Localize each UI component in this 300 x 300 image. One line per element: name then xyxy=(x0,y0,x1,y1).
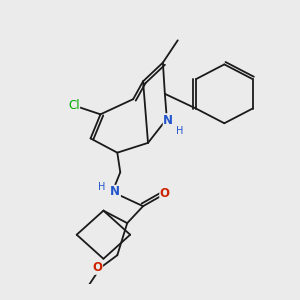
Text: O: O xyxy=(92,261,103,274)
Text: H: H xyxy=(98,182,106,192)
Text: H: H xyxy=(176,126,183,136)
Text: O: O xyxy=(160,188,170,200)
Text: N: N xyxy=(163,114,173,127)
Text: Cl: Cl xyxy=(68,99,80,112)
Text: N: N xyxy=(110,185,120,198)
